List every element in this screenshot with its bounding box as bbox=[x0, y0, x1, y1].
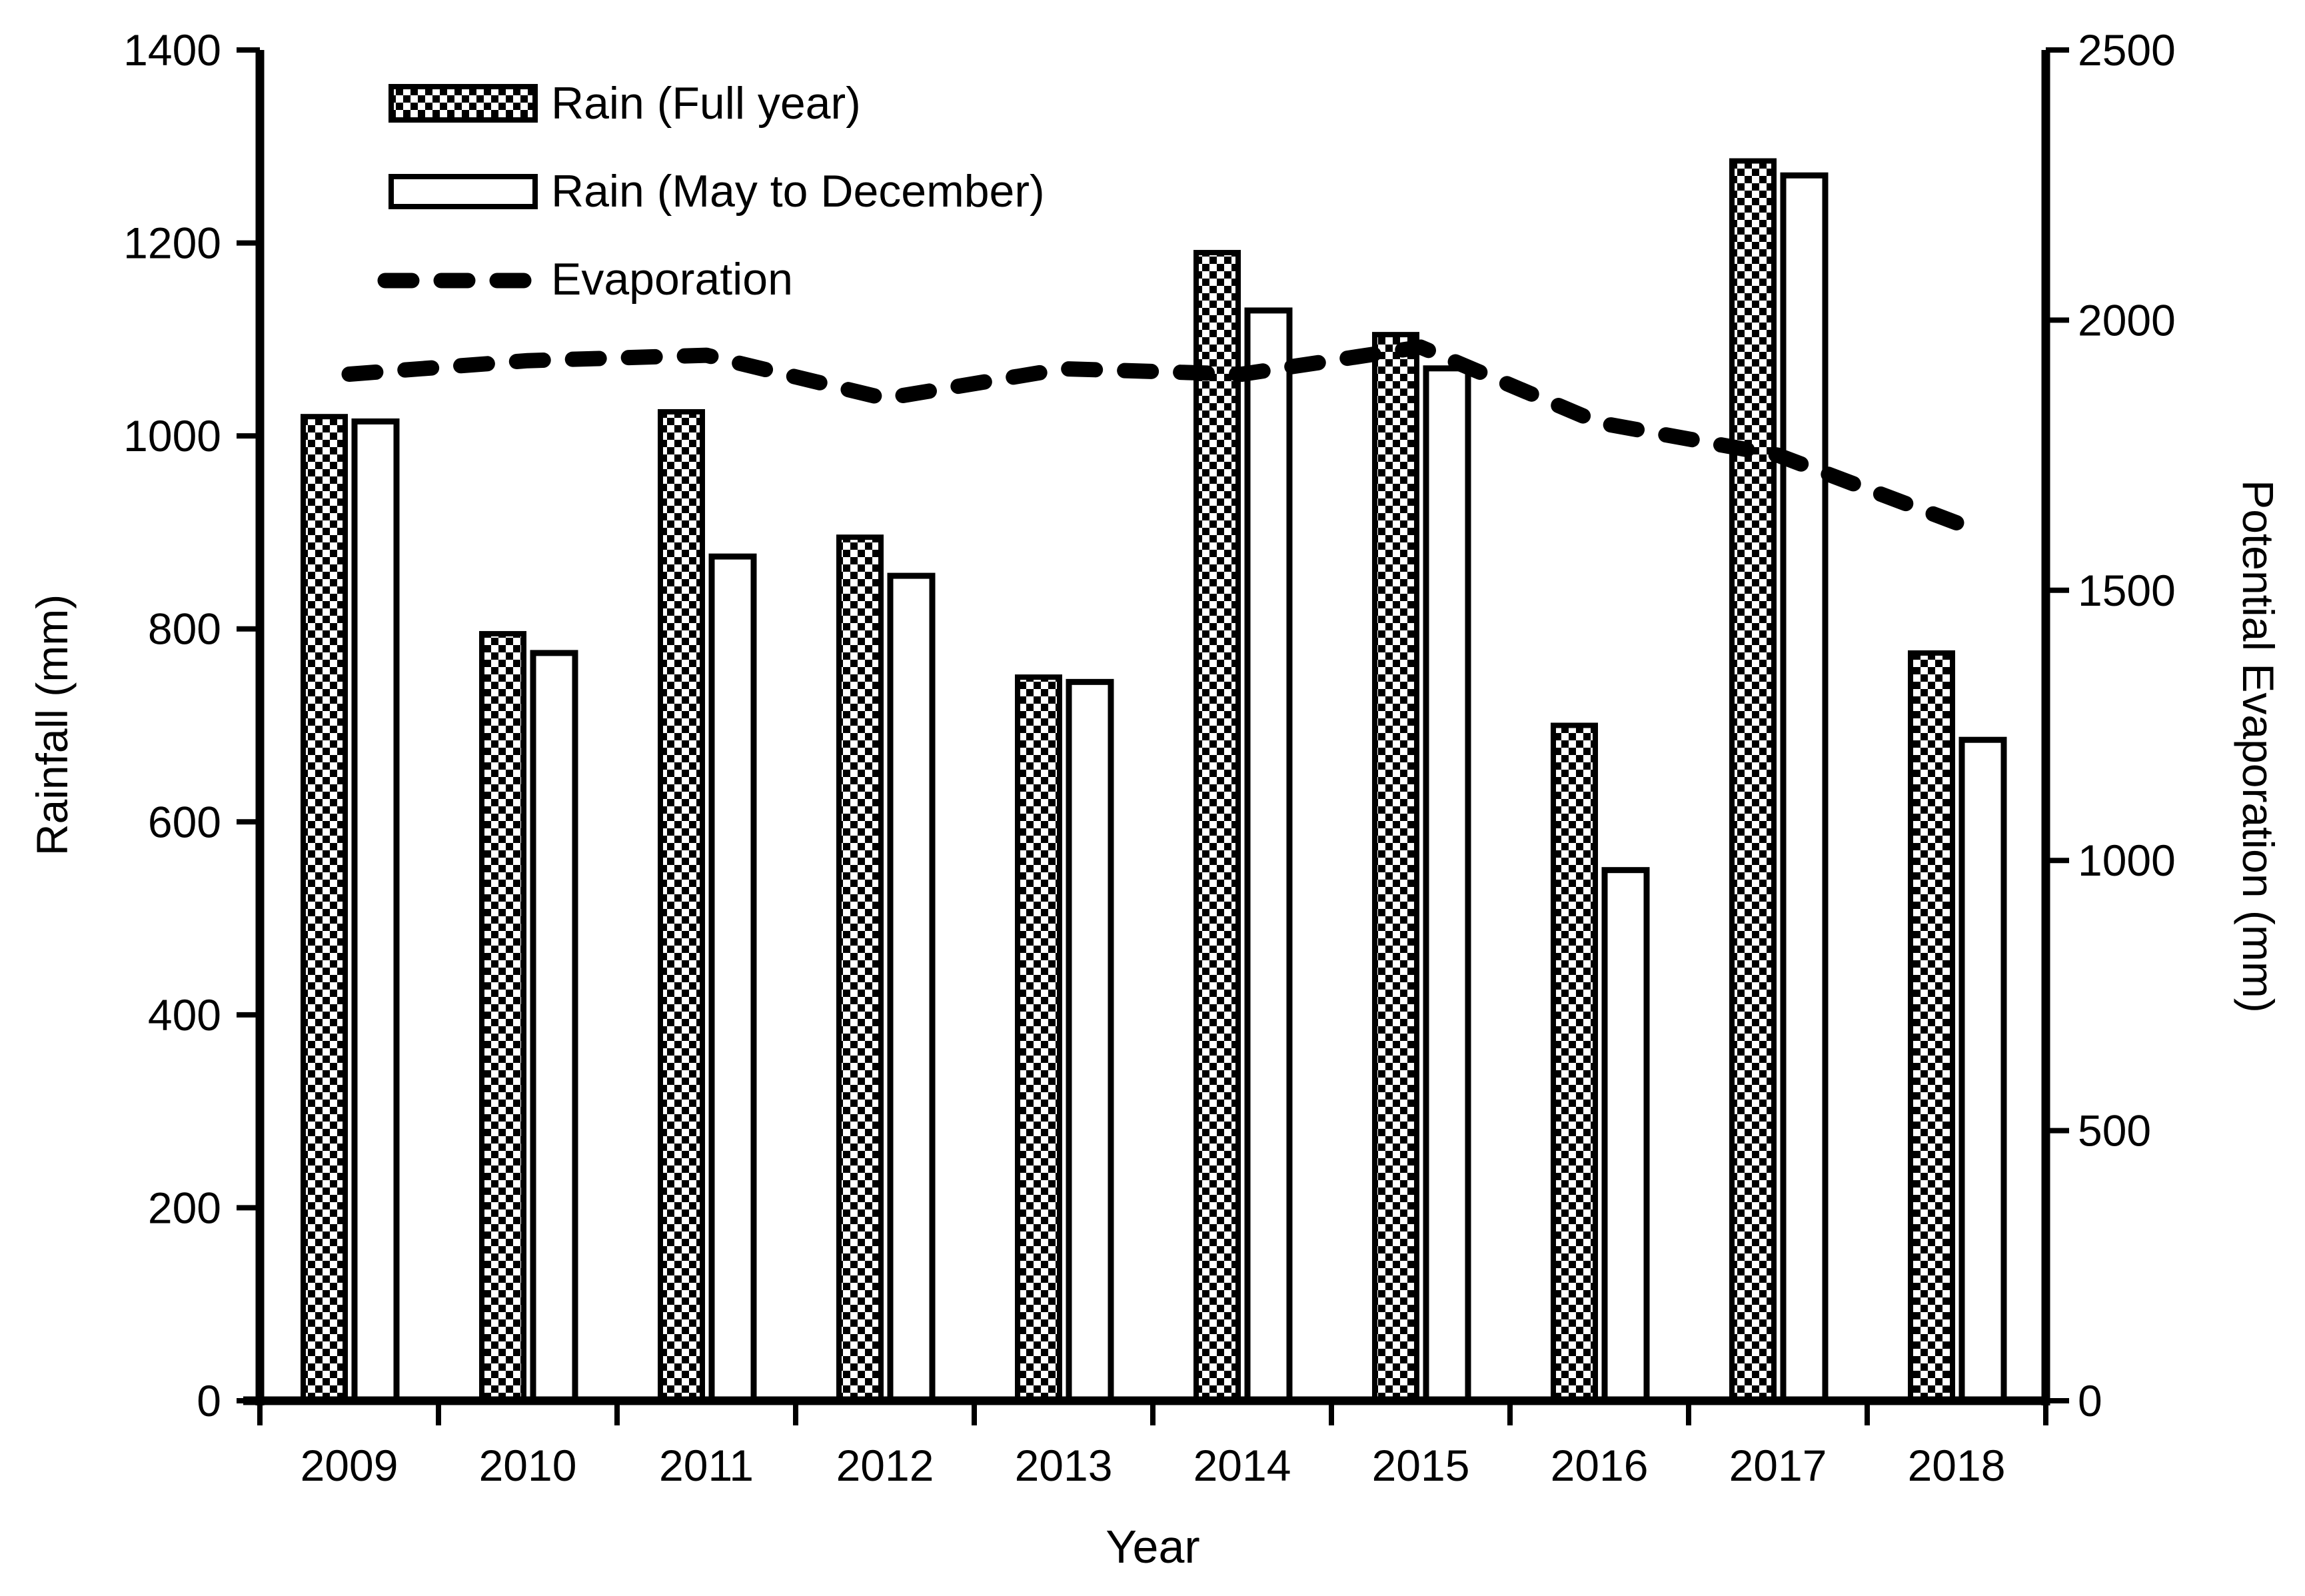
bar-rain-full-2016 bbox=[1551, 722, 1598, 1403]
right-axis-tick-label: 2000 bbox=[2078, 295, 2176, 345]
x-axis-tick-label: 2011 bbox=[659, 1441, 754, 1490]
bar-rain-may-dec-2016 bbox=[1601, 867, 1650, 1404]
right-axis-tick-label: 500 bbox=[2078, 1106, 2151, 1156]
x-axis-tick-label: 2017 bbox=[1729, 1441, 1827, 1490]
x-axis-title: Year bbox=[1106, 1521, 1199, 1573]
left-axis-tick-label: 1000 bbox=[123, 411, 221, 460]
left-axis-tick-label: 0 bbox=[197, 1376, 221, 1425]
bar-rain-may-dec-2010 bbox=[530, 650, 578, 1404]
bar-rain-full-2013 bbox=[1015, 674, 1062, 1403]
bar-rain-full-2010 bbox=[479, 630, 526, 1403]
bar-rain-may-dec-2014 bbox=[1244, 307, 1293, 1404]
bar-rain-may-dec-2011 bbox=[708, 553, 757, 1404]
bars-layer bbox=[301, 158, 2007, 1404]
bar-rain-full-2012 bbox=[836, 534, 884, 1403]
x-axis-tick-label: 2010 bbox=[479, 1441, 577, 1490]
left-axis-tick-label: 600 bbox=[148, 797, 221, 846]
right-axis-tick-label: 1000 bbox=[2078, 836, 2176, 885]
x-axis-tick-label: 2015 bbox=[1372, 1441, 1470, 1490]
legend-checkered-swatch-icon bbox=[388, 84, 538, 123]
bar-rain-may-dec-2013 bbox=[1066, 678, 1114, 1404]
bar-rain-full-2011 bbox=[658, 408, 705, 1403]
bar-rain-may-dec-2018 bbox=[1958, 736, 2007, 1404]
bar-rain-may-dec-2009 bbox=[351, 418, 400, 1404]
bar-rain-may-dec-2015 bbox=[1423, 365, 1471, 1404]
evaporation-line bbox=[341, 339, 1964, 530]
left-axis-tick-label: 1200 bbox=[123, 219, 221, 268]
legend-open-swatch-icon bbox=[388, 174, 538, 209]
bar-rain-full-2015 bbox=[1372, 332, 1419, 1404]
x-axis-tick-label: 2016 bbox=[1551, 1441, 1649, 1490]
legend-label-evaporation: Evaporation bbox=[551, 254, 793, 305]
right-axis-tick-label: 0 bbox=[2078, 1376, 2102, 1425]
right-axis-title: Potential Evaporation (mm) bbox=[2234, 480, 2283, 1013]
x-axis-tick-label: 2014 bbox=[1193, 1441, 1291, 1490]
left-axis-tick-label: 1400 bbox=[123, 25, 221, 75]
left-axis-tick-label: 400 bbox=[148, 990, 221, 1040]
x-axis-tick-label: 2009 bbox=[301, 1441, 398, 1490]
bar-rain-full-2017 bbox=[1729, 158, 1777, 1404]
right-axis-tick-label: 1500 bbox=[2078, 566, 2176, 615]
x-axis-tick-label: 2012 bbox=[836, 1441, 934, 1490]
evaporation-line-layer bbox=[341, 339, 1964, 530]
bar-rain-may-dec-2012 bbox=[887, 572, 936, 1404]
right-axis-tick-label: 2500 bbox=[2078, 25, 2176, 75]
x-axis-tick-label: 2013 bbox=[1015, 1441, 1113, 1490]
bar-rain-may-dec-2017 bbox=[1780, 172, 1829, 1404]
bar-rain-full-2018 bbox=[1908, 650, 1955, 1403]
bar-rain-full-2009 bbox=[301, 414, 348, 1404]
x-axis-tick-label: 2018 bbox=[1908, 1441, 2006, 1490]
legend: Rain (Full year) Rain (May to December) … bbox=[377, 78, 1045, 305]
legend-label-rain-full-year: Rain (Full year) bbox=[551, 78, 861, 129]
left-axis-title: Rainfall (mm) bbox=[27, 594, 77, 856]
left-axis-tick-label: 800 bbox=[148, 604, 221, 654]
bar-rain-full-2014 bbox=[1193, 250, 1241, 1403]
left-axis-tick-label: 200 bbox=[148, 1183, 221, 1232]
axes-layer bbox=[237, 47, 2069, 1425]
legend-label-rain-may-december: Rain (May to December) bbox=[551, 166, 1045, 217]
tick-labels-layer: 0 200 400 600 800 1000 1200 1400 0 500 1000 1500 200… bbox=[123, 25, 2176, 1490]
